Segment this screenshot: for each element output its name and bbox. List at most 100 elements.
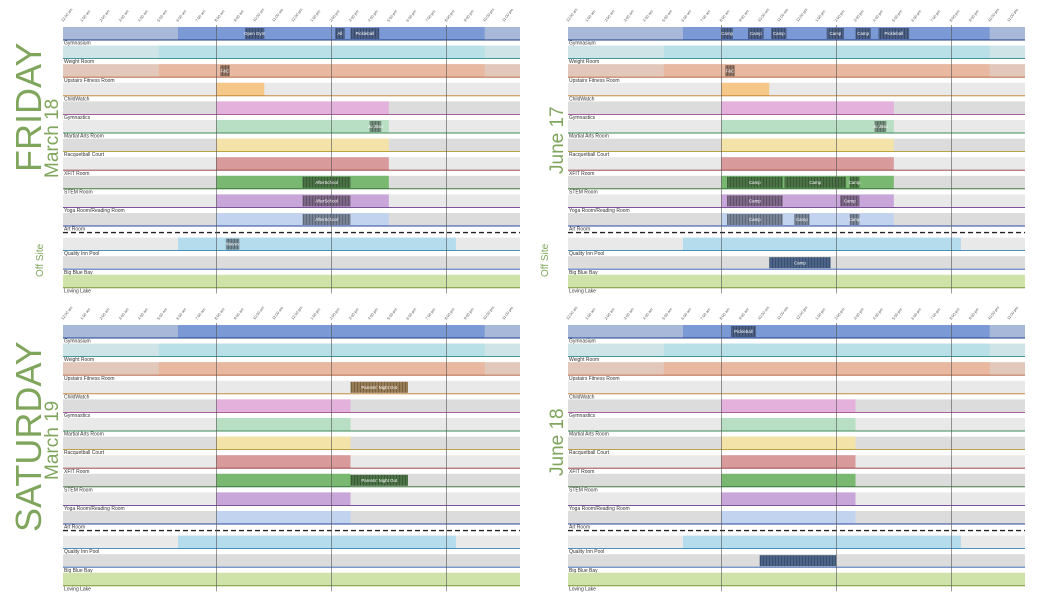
event-hatch <box>855 28 871 39</box>
room-label: Gymnastics <box>64 115 91 121</box>
event-hatch <box>874 121 887 132</box>
event-hatch <box>840 195 860 207</box>
event-label: Camp <box>844 199 856 204</box>
time-tick-label: 5:00 am <box>156 9 168 22</box>
room-label: Martial Arts Room <box>64 134 104 140</box>
room-label: Loving Lake <box>569 288 596 294</box>
room-label: Quality Inn Pool <box>64 251 99 257</box>
room-tint <box>568 572 1028 586</box>
time-tick-label: 12:00 pm <box>796 8 809 23</box>
room-tint <box>568 343 1028 357</box>
open-period-bar <box>721 82 770 96</box>
event-hatch <box>759 555 837 567</box>
row-background <box>568 380 1028 394</box>
room-label: Racquetball Court <box>64 450 105 456</box>
time-tick-label: 12:00 pm <box>291 8 304 23</box>
row-background <box>63 82 523 96</box>
event-label: Camp <box>750 31 762 36</box>
open-period-bar <box>721 418 856 431</box>
room-tint <box>63 27 523 40</box>
time-tick-label: 2:00 pm <box>834 9 846 22</box>
time-tick-label: 5:00 pm <box>386 9 398 22</box>
room-tint <box>63 343 523 357</box>
open-period-bar <box>683 237 961 251</box>
event-hatch <box>245 28 265 39</box>
event-hatch <box>369 121 382 132</box>
event-hatch <box>725 65 735 77</box>
room-label: XFIT Room <box>64 171 89 177</box>
room-tint <box>63 572 523 586</box>
room-label: XFIT Room <box>569 171 594 177</box>
event-hatch <box>302 214 351 225</box>
room-tint <box>63 45 523 59</box>
event-label: Ju Jitsu <box>368 124 383 129</box>
room-label: Big Blue Bay <box>569 568 598 574</box>
time-tick-label: 1:00 pm <box>310 9 322 22</box>
time-tick-label: 7:00 pm <box>425 9 437 22</box>
time-tick-label: 4:00 pm <box>367 307 379 320</box>
event-label: Pickleball <box>356 31 375 36</box>
room-label: STEM Room <box>569 487 598 493</box>
room-tint <box>568 45 1028 59</box>
event-hatch <box>727 195 783 207</box>
room-label: Weight Room <box>569 357 599 363</box>
event-label: Ju Jitsu <box>873 124 888 129</box>
room-label: Loving Lake <box>569 586 596 592</box>
room-label: Art Room <box>569 525 590 531</box>
time-tick-label: 11:00 am <box>271 306 284 321</box>
room-label: Gymnasium <box>64 41 91 47</box>
time-tick-label: 4:00 am <box>642 307 654 320</box>
row-background <box>63 380 523 394</box>
timeline-chart: 12:00 am 1:00 am 2:00 am 3:00 am 4:00 am 5:00… <box>566 8 1039 295</box>
time-tick-label: 6:00 pm <box>406 9 418 22</box>
date-label: June 17 <box>547 106 568 174</box>
time-tick-label: 6:00 pm <box>911 9 923 22</box>
room-label: ChildWatch <box>64 394 90 400</box>
event-label: Camp <box>849 180 861 185</box>
event-label: Camp <box>721 31 733 36</box>
date-label: June 18 <box>547 408 568 476</box>
time-tick-label: 3:00 pm <box>348 9 360 22</box>
open-period-bar <box>216 418 351 431</box>
event-label: Pickleball <box>885 31 904 36</box>
room-label: Big Blue Bay <box>569 270 598 276</box>
event-label: Camp <box>796 217 808 222</box>
room-label: Weight Room <box>64 59 94 65</box>
time-tick-label: 9:00 pm <box>463 307 475 320</box>
time-tick-label: 10:00 pm <box>987 306 1000 321</box>
room-label: Martial Arts Room <box>569 134 609 140</box>
schedule-panel-june17: June 17 Off Site 12:00 am 1:00 am 2:00 am 3… <box>505 0 1039 298</box>
timeline-chart: 12:00 am 1:00 am 2:00 am 3:00 am 4:00 am 5:00… <box>566 306 1039 593</box>
row-background <box>63 554 523 568</box>
event-hatch <box>769 257 831 269</box>
event-label: All <box>338 31 343 36</box>
event-hatch <box>335 28 345 39</box>
time-tick-label: 9:00 am <box>233 9 245 22</box>
time-tick-label: 2:00 am <box>604 307 616 320</box>
time-tick-label: 6:00 am <box>176 9 188 22</box>
room-tint <box>568 27 1028 40</box>
event-label: Camp <box>830 31 842 36</box>
room-label: ChildWatch <box>569 394 595 400</box>
time-tick-label: 6:00 am <box>681 9 693 22</box>
event-hatch <box>302 176 351 188</box>
open-period-bar <box>216 157 389 171</box>
time-tick-label: 10:00 am <box>252 306 265 321</box>
room-label: Quality Inn Pool <box>569 251 604 257</box>
time-tick-label: 3:00 am <box>118 9 130 22</box>
time-tick-label: 3:00 pm <box>853 307 865 320</box>
time-tick-label: 10:00 pm <box>482 306 495 321</box>
time-tick-label: 1:00 am <box>585 9 597 22</box>
event-label: Camp <box>749 180 761 185</box>
time-tick-label: 11:00 am <box>776 8 789 23</box>
time-tick-label: 12:00 am <box>61 306 74 321</box>
row-background <box>568 82 1028 96</box>
time-tick-label: 8:00 pm <box>444 307 456 320</box>
time-tick-label: 6:00 pm <box>911 307 923 320</box>
event-hatch <box>849 176 860 188</box>
time-tick-label: 6:00 am <box>681 307 693 320</box>
open-period-bar <box>216 213 389 226</box>
event-label: AfterSchool <box>315 180 338 185</box>
time-tick-label: 8:00 am <box>214 9 226 22</box>
open-period-bar <box>216 101 389 115</box>
